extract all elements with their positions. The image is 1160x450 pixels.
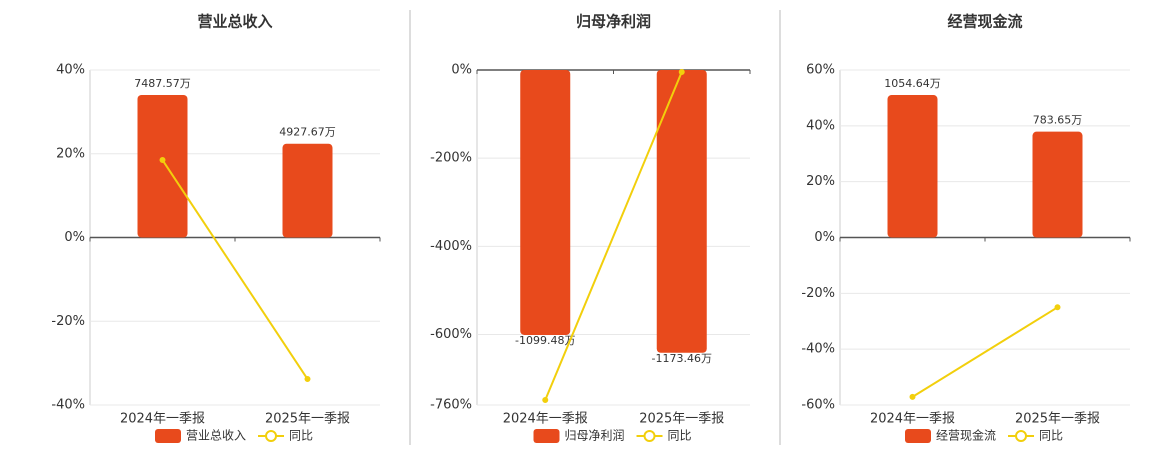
bar: [137, 94, 188, 238]
legend-swatch: [1015, 430, 1028, 442]
x-tick-label: 2025年一季报: [639, 412, 724, 427]
value-label: -1099.48万: [515, 334, 575, 347]
legend-swatch: [155, 429, 181, 443]
y-tick-label: 0%: [64, 230, 85, 245]
point: [909, 393, 916, 400]
y-tick-label: 40%: [56, 63, 85, 78]
legend-swatch: [905, 429, 931, 443]
chart-title: 经营现金流: [947, 13, 1022, 31]
y-tick-label: 0%: [451, 63, 472, 78]
y-tick-label: 40%: [806, 118, 835, 133]
y-tick-label: -20%: [801, 286, 835, 301]
value-label: 1054.64万: [884, 77, 941, 90]
legend-label: 经营现金流: [936, 428, 996, 443]
value-label: 4927.67万: [279, 126, 336, 139]
y-tick-label: -20%: [51, 314, 85, 329]
value-label: 7487.57万: [134, 77, 191, 90]
y-tick-label: 20%: [56, 146, 85, 161]
y-tick-label: -400%: [430, 239, 472, 254]
x-tick-label: 2024年一季报: [870, 412, 955, 427]
legend-label: 营业总收入: [186, 429, 246, 443]
x-tick-label: 2025年一季报: [265, 412, 350, 427]
legend-label: 同比: [1039, 429, 1063, 443]
y-tick-label: 60%: [806, 63, 835, 78]
y-tick-label: 0%: [814, 230, 835, 245]
bar: [1032, 131, 1083, 238]
y-tick-label: -60%: [801, 398, 835, 413]
legend-label: 同比: [668, 429, 692, 443]
bar: [282, 143, 333, 238]
point: [542, 397, 549, 404]
bar: [887, 95, 938, 238]
y-tick-label: -760%: [430, 398, 472, 413]
bar: [520, 70, 571, 335]
line: [544, 71, 683, 401]
value-label: -1173.46万: [652, 352, 712, 365]
y-tick-label: 20%: [806, 174, 835, 189]
chart-title: 营业总收入: [197, 13, 272, 31]
x-tick-label: 2024年一季报: [503, 412, 588, 427]
x-tick-label: 2024年一季报: [120, 412, 205, 427]
bar: [656, 70, 707, 353]
legend-label: 同比: [289, 429, 313, 443]
chart-title: 归母净利润: [576, 13, 651, 31]
y-tick-label: -200%: [430, 151, 472, 166]
line: [161, 159, 309, 380]
x-tick-label: 2025年一季报: [1015, 412, 1100, 427]
y-tick-label: -40%: [801, 342, 835, 357]
point: [304, 376, 311, 383]
legend-swatch: [265, 430, 278, 442]
y-tick-label: -600%: [430, 327, 472, 342]
value-label: 783.65万: [1033, 114, 1083, 127]
line: [911, 306, 1059, 398]
legend-label: 归母净利润: [565, 429, 625, 443]
point: [678, 68, 685, 75]
point: [159, 157, 166, 164]
y-tick-label: -40%: [51, 398, 85, 413]
legend-swatch: [533, 429, 560, 443]
legend-swatch: [643, 430, 656, 442]
point: [1054, 304, 1061, 311]
